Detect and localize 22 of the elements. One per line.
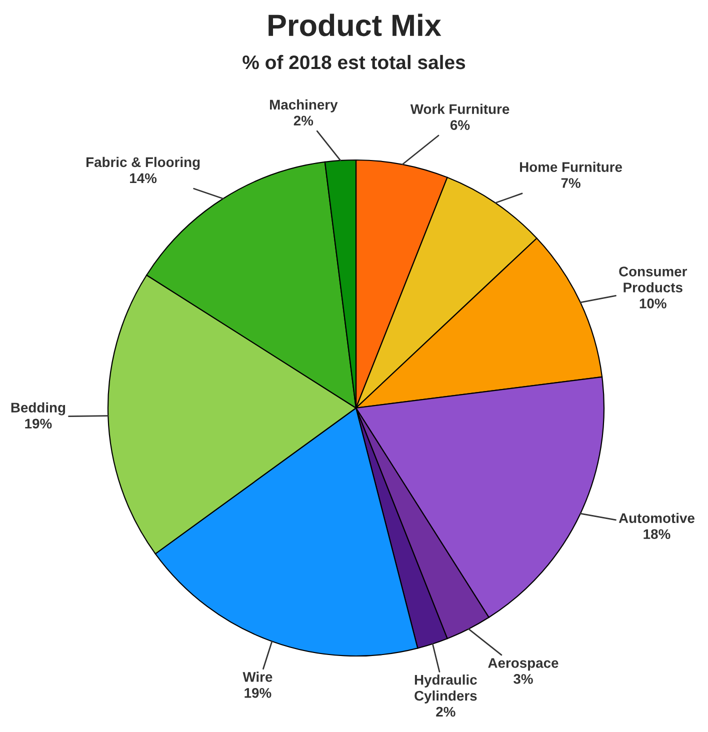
data-label: 19%: [244, 688, 272, 698]
data-label: 14%: [130, 173, 157, 184]
chart-title: Product Mix: [268, 14, 442, 36]
data-label: 2%: [294, 116, 314, 126]
slice-label: Automotive: [618, 512, 694, 524]
data-label: 10%: [640, 298, 666, 308]
data-label: 6%: [450, 120, 470, 130]
slice-label: Fabric & Flooring: [86, 156, 200, 170]
slice-label: Consumer Products: [619, 266, 688, 292]
data-label: 2%: [436, 706, 456, 717]
data-label: 7%: [561, 178, 580, 188]
chart-subtitle: % of 2018 est total sales: [242, 54, 466, 70]
slice-label: Bedding: [11, 402, 66, 416]
slice-label: Home Furniture: [520, 162, 622, 172]
slice-label: Hydraulic Cylinders: [414, 674, 477, 704]
data-label: 19%: [25, 418, 52, 429]
slice-label: Machinery: [270, 99, 338, 112]
data-label: 18%: [644, 529, 670, 540]
slice-label: Aerospace: [488, 658, 558, 671]
slice-label: Wire: [242, 672, 272, 682]
slice-label: Work Furniture: [410, 104, 510, 114]
data-label: 3%: [514, 674, 533, 684]
